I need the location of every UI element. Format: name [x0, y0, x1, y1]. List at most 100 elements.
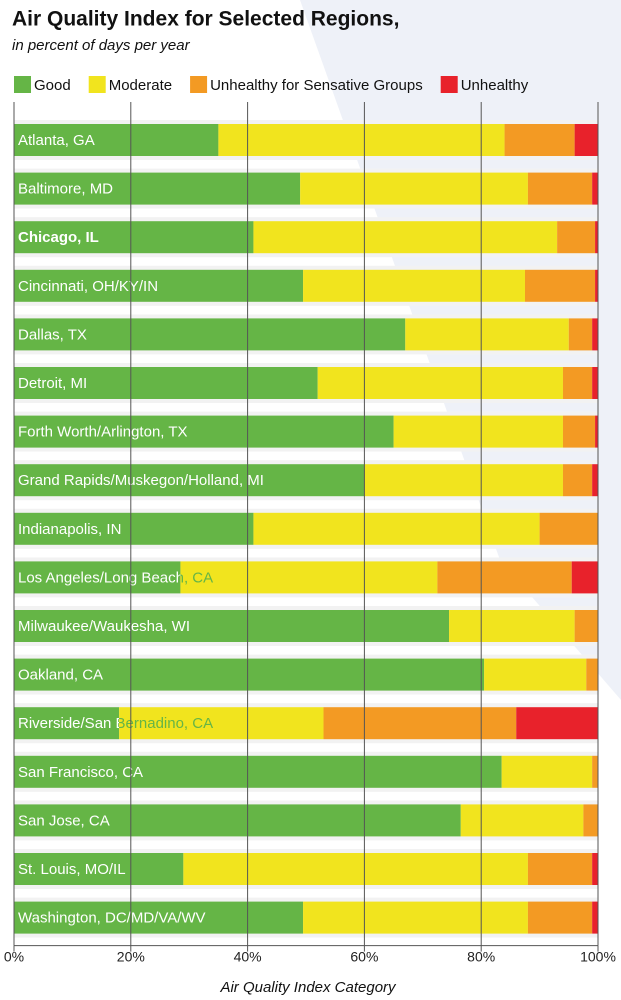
bar-segment	[14, 512, 254, 545]
bar-segment	[562, 464, 593, 497]
bar-segment	[595, 415, 598, 448]
category-label: Los Angeles/Long Beach, CA	[18, 569, 213, 586]
bar-segment	[253, 221, 558, 254]
bar-segment	[14, 804, 461, 837]
bar-segment	[525, 269, 596, 302]
x-axis-title: Air Quality Index Category	[219, 979, 397, 996]
bar-segment	[393, 415, 563, 448]
chart-subtitle: in percent of days per year	[12, 37, 191, 54]
bar-segment	[14, 172, 301, 205]
bar-segment	[14, 755, 502, 788]
bar-segment	[574, 124, 598, 156]
bar-segment	[527, 172, 593, 205]
bar-segment	[562, 367, 593, 399]
bar-segment	[527, 901, 593, 934]
bar-segment	[595, 269, 598, 302]
bar-segment	[586, 658, 598, 691]
bar-segment	[592, 318, 598, 351]
bar-segment	[583, 804, 598, 837]
bar-segment	[437, 561, 572, 594]
bar-segment	[218, 124, 505, 156]
legend-label: Good	[34, 77, 71, 94]
legend-label: Unhealthy for Sensative Groups	[210, 77, 423, 94]
legend-swatch	[190, 76, 208, 93]
bar-segment	[14, 561, 181, 594]
bar-segment	[574, 610, 598, 642]
bar-segment	[527, 853, 593, 885]
bar-segment	[484, 658, 587, 691]
bar-segment	[14, 610, 450, 642]
bar-segment	[562, 415, 596, 448]
bar-segment	[568, 318, 593, 351]
category-label: Detroit, MI	[18, 375, 87, 392]
bar-segment	[592, 464, 598, 497]
category-label: Riverside/San Bernadino, CA	[18, 715, 213, 732]
bar-segment	[14, 415, 394, 448]
bar-segment	[323, 707, 517, 740]
category-label: Dallas, TX	[18, 326, 87, 343]
bar-segment	[501, 755, 593, 788]
bar-segment	[303, 269, 525, 302]
bar-segment	[253, 512, 540, 545]
category-label: Baltimore, MD	[18, 181, 113, 198]
legend: Good Moderate Unhealthy for Sensative Grou…	[14, 76, 529, 94]
chart-title: Air Quality Index for Selected Regions,	[12, 8, 399, 31]
category-label: San Francisco, CA	[18, 764, 143, 781]
bar-segment	[504, 124, 575, 156]
category-label: St. Louis, MO/IL	[18, 861, 126, 878]
bar-segment	[592, 172, 598, 205]
legend-swatch	[440, 76, 458, 93]
bar-segment	[14, 707, 120, 740]
category-label: Los Angeles/Long Beach, CA	[18, 569, 213, 586]
bar-segment	[14, 658, 485, 691]
category-label: Forth Worth/Arlington, TX	[18, 424, 188, 441]
category-label: Washington, DC/MD/VA/WV	[18, 910, 206, 927]
bar-segment	[180, 561, 438, 594]
category-label: Indianapolis, IN	[18, 521, 121, 538]
bar-segment	[592, 853, 598, 885]
bar-segment	[300, 172, 528, 205]
bar-segment	[14, 269, 304, 302]
bar-segment	[460, 804, 584, 837]
bar-segment	[14, 221, 254, 254]
bar-segment	[183, 853, 528, 885]
x-tick-label: 40%	[234, 949, 262, 965]
bar-segment	[303, 901, 528, 934]
bar-segment	[595, 221, 598, 254]
legend-swatch	[88, 76, 106, 93]
category-label: San Jose, CA	[18, 812, 110, 829]
bar-segment	[119, 707, 324, 740]
legend-swatch	[14, 76, 31, 93]
category-label: Milwaukee/Waukesha, WI	[18, 618, 190, 635]
bar-segment	[557, 221, 596, 254]
legend-label: Unhealthy	[461, 77, 529, 94]
category-label: Atlanta, GA	[18, 132, 95, 149]
bar-segment	[405, 318, 569, 351]
category-label: Cincinnati, OH/KY/IN	[18, 278, 158, 295]
bar-segment	[592, 755, 598, 788]
category-label: Grand Rapids/Muskegon/Holland, MI	[18, 472, 264, 489]
bar-segment	[14, 124, 219, 156]
category-label: Oakland, CA	[18, 667, 103, 684]
bar-segment	[592, 901, 598, 934]
x-tick-label: 80%	[467, 949, 495, 965]
bar-segment	[592, 367, 598, 399]
bar-segment	[14, 367, 318, 399]
bar-segment	[539, 512, 598, 545]
bar-segment	[364, 464, 563, 497]
bar-segment	[14, 464, 365, 497]
x-tick-label: 20%	[117, 949, 145, 965]
x-tick-label: 0%	[4, 949, 24, 965]
category-label: Chicago, IL	[18, 229, 99, 246]
bar-segment	[516, 707, 598, 740]
x-tick-label: 100%	[580, 949, 616, 965]
category-label: Riverside/San Bernadino, CA	[18, 715, 213, 732]
bar-segment	[317, 367, 563, 399]
bar-segment	[449, 610, 575, 642]
bar-segment	[14, 901, 304, 934]
bar-segment	[571, 561, 598, 594]
legend-label: Moderate	[109, 77, 172, 94]
x-tick-label: 60%	[350, 949, 378, 965]
bar-segment	[14, 318, 406, 351]
